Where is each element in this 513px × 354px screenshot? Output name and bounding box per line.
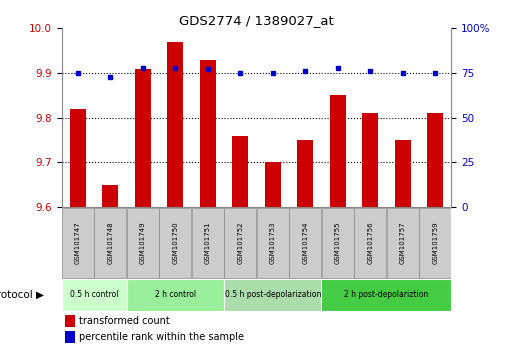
Bar xyxy=(127,279,224,310)
Bar xyxy=(329,95,346,207)
Bar xyxy=(427,113,443,207)
Text: 0.5 h post-depolarization: 0.5 h post-depolarization xyxy=(225,290,321,299)
Text: GSM101755: GSM101755 xyxy=(334,222,341,264)
Bar xyxy=(224,208,256,278)
Text: GSM101747: GSM101747 xyxy=(75,222,81,264)
Bar xyxy=(192,208,224,278)
Bar xyxy=(362,113,378,207)
Text: transformed count: transformed count xyxy=(79,316,170,326)
Text: GSM101751: GSM101751 xyxy=(205,222,211,264)
Bar xyxy=(354,208,386,278)
Text: percentile rank within the sample: percentile rank within the sample xyxy=(79,332,244,342)
Text: GSM101749: GSM101749 xyxy=(140,222,146,264)
Text: GSM101754: GSM101754 xyxy=(302,222,308,264)
Text: GSM101748: GSM101748 xyxy=(107,222,113,264)
Bar xyxy=(70,109,86,207)
Bar xyxy=(322,208,353,278)
Bar xyxy=(62,208,94,278)
Bar xyxy=(224,279,322,310)
Text: GSM101757: GSM101757 xyxy=(400,222,406,264)
Bar xyxy=(387,208,419,278)
Bar xyxy=(127,208,159,278)
Bar xyxy=(257,208,289,278)
Text: GSM101752: GSM101752 xyxy=(237,222,243,264)
Text: 0.5 h control: 0.5 h control xyxy=(70,290,119,299)
Bar xyxy=(265,162,281,207)
Bar xyxy=(289,208,321,278)
Bar xyxy=(322,279,451,310)
Bar xyxy=(394,140,411,207)
Text: GSM101759: GSM101759 xyxy=(432,222,438,264)
Bar xyxy=(232,136,248,207)
Text: 2 h control: 2 h control xyxy=(155,290,196,299)
Text: GSM101756: GSM101756 xyxy=(367,222,373,264)
Bar xyxy=(66,331,75,343)
Bar xyxy=(62,279,127,310)
Bar xyxy=(167,42,183,207)
Bar xyxy=(102,185,119,207)
Text: 2 h post-depolariztion: 2 h post-depolariztion xyxy=(344,290,428,299)
Bar xyxy=(160,208,191,278)
Text: GSM101753: GSM101753 xyxy=(270,222,276,264)
Bar xyxy=(297,140,313,207)
Bar xyxy=(419,208,451,278)
Text: protocol ▶: protocol ▶ xyxy=(0,290,44,300)
Bar xyxy=(66,315,75,327)
Text: GSM101750: GSM101750 xyxy=(172,222,179,264)
Bar xyxy=(200,59,216,207)
Bar xyxy=(94,208,126,278)
Bar xyxy=(134,69,151,207)
Title: GDS2774 / 1389027_at: GDS2774 / 1389027_at xyxy=(179,14,334,27)
